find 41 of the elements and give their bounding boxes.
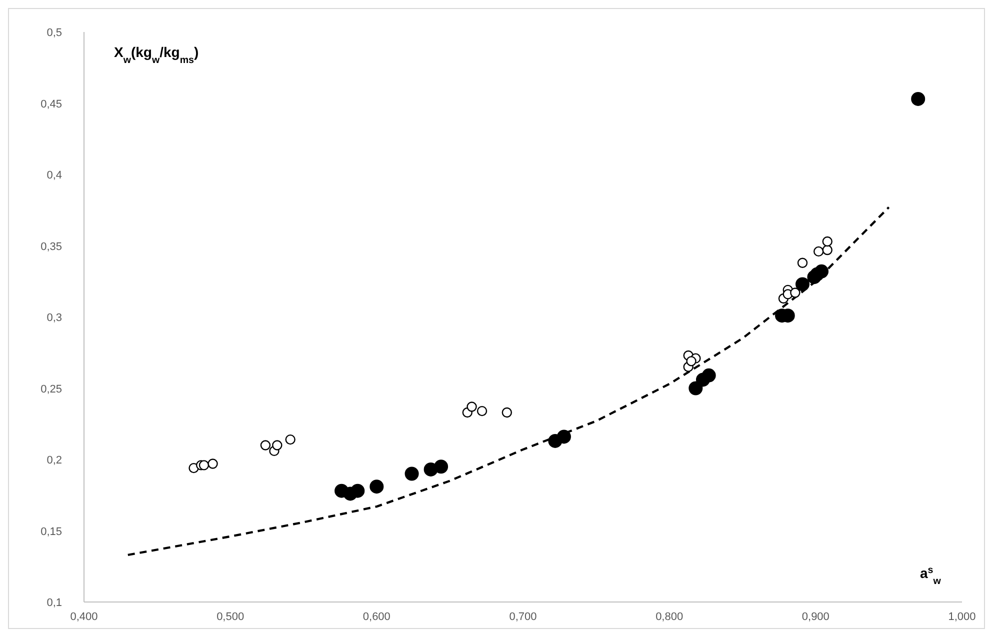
point [790,288,800,298]
point [476,406,488,416]
y-tick-label: 0,3 [46,312,62,324]
point [404,466,419,481]
y-tick-label: 0,1 [46,597,62,609]
y-tick-label: 0,5 [46,27,62,39]
point [556,430,571,444]
y-tick-label: 0,2 [46,454,62,466]
y-tick-label: 0,4 [46,170,62,182]
y-tick-label: 0,45 [40,98,62,110]
y-tick-label: 0,25 [40,383,62,396]
point [466,402,477,412]
y-axis-title: X$_{w}$(kg$_{w}$/kg$_{ms}$) [114,44,199,66]
point [198,460,210,470]
point [208,458,218,469]
x-tick-label: 0,800 [656,611,684,623]
line-series [126,206,890,556]
point [285,434,296,445]
y-tick-label: 0,15 [40,526,62,538]
point [434,460,448,474]
point [822,236,832,247]
x-tick-label: 0,600 [362,611,390,623]
x-tick-label: 0,700 [509,611,537,623]
point [814,264,829,278]
point [686,356,696,366]
point [260,440,271,450]
point [702,368,716,382]
point [370,480,384,494]
point [797,258,808,268]
point [272,440,282,450]
point [813,246,824,257]
point [822,244,832,256]
x-tick-label: 0,400 [70,611,98,623]
x-tick-label: 0,500 [216,611,244,623]
point [350,484,365,498]
x-tick-label: 1,000 [948,611,976,623]
y-tick-label: 0,35 [40,240,62,253]
x-tick-label: 0,900 [802,611,830,623]
point [795,277,810,292]
point [911,92,926,106]
point [502,407,512,418]
